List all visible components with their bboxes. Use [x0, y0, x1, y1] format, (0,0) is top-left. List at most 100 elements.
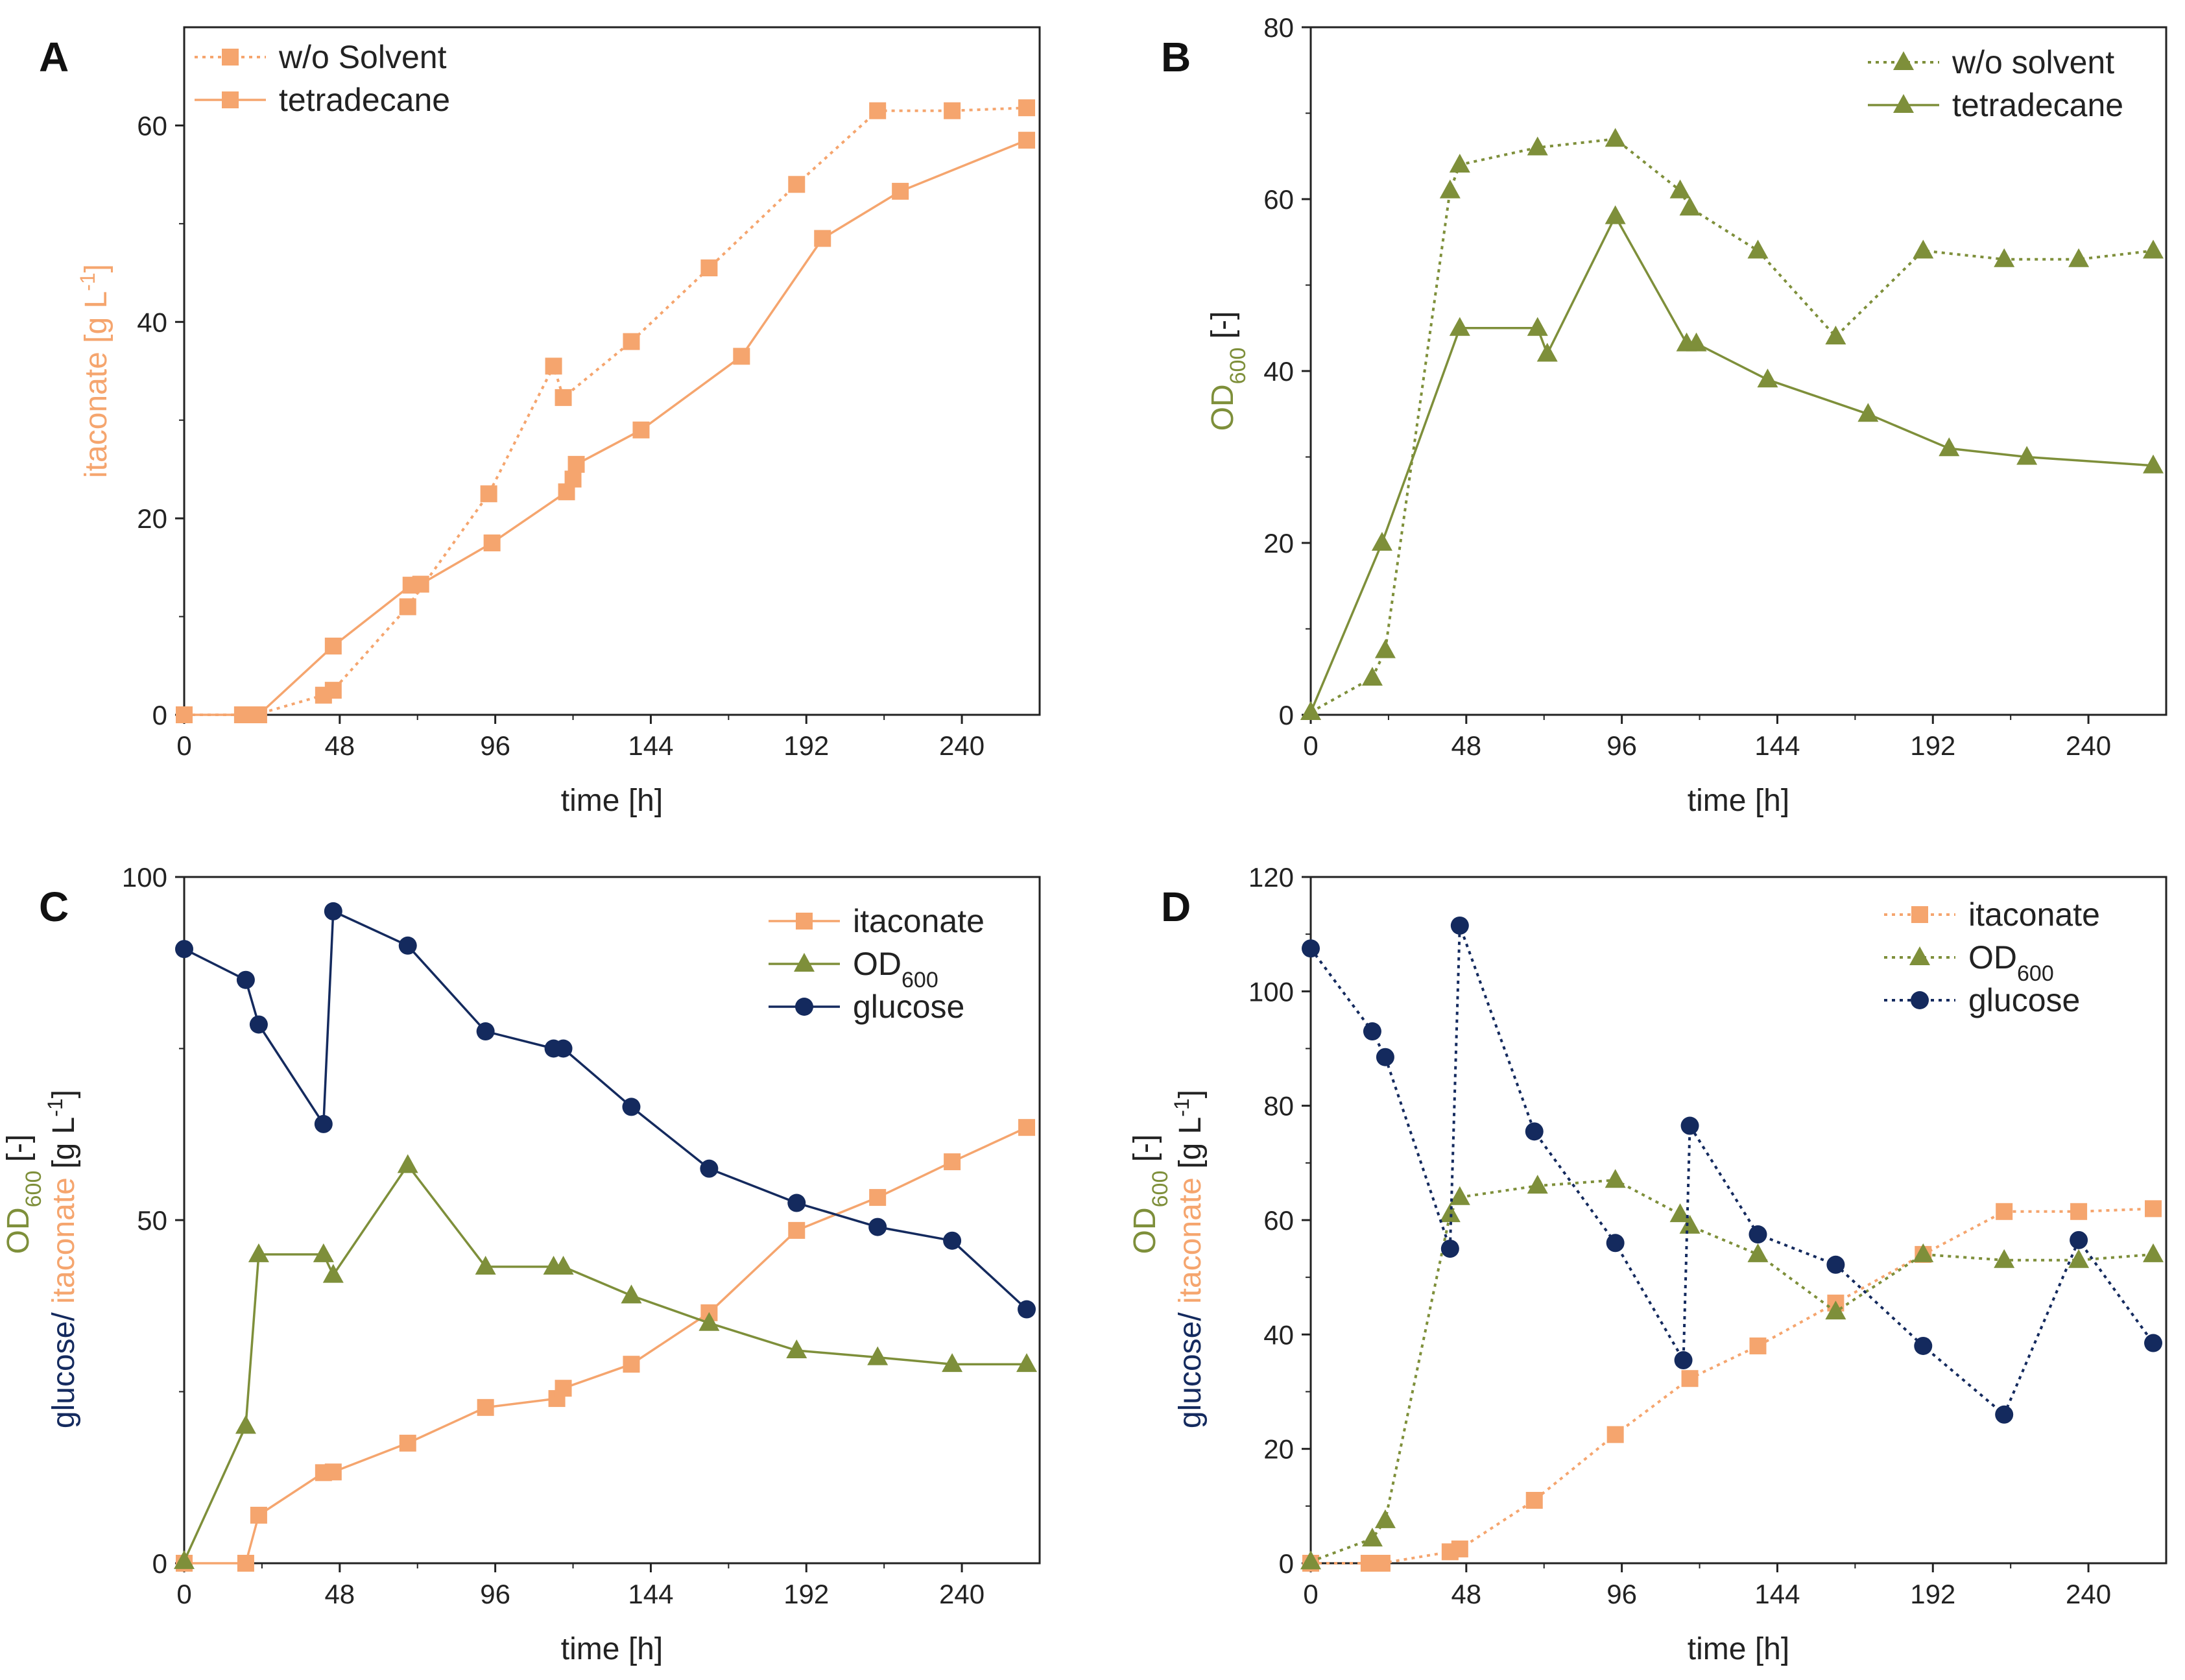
x-tick-label: 192 — [783, 1579, 829, 1609]
y-axis-title-part: glucose/ — [1173, 1304, 1208, 1428]
y-tick-label: 80 — [1263, 1091, 1294, 1122]
data-point — [398, 936, 417, 955]
y-axis-title-2-part: [-] — [1, 1134, 36, 1171]
data-point — [567, 455, 585, 473]
data-point — [483, 534, 501, 551]
data-point — [1749, 1337, 1767, 1354]
legend-label-part: glucose — [1968, 982, 2080, 1018]
data-point — [786, 1339, 807, 1359]
data-point — [814, 230, 831, 247]
data-point — [1527, 1175, 1548, 1194]
data-point — [1371, 532, 1392, 551]
y-axis-title-2-part: 600 — [21, 1171, 46, 1208]
series-od — [174, 1154, 1038, 1569]
x-axis-title: time [h] — [1688, 1632, 1789, 1666]
legend-label-part: itaconate — [853, 903, 985, 939]
legend-label: w/o Solvent — [278, 39, 447, 75]
data-point — [399, 598, 416, 616]
x-tick-label: 96 — [480, 730, 510, 761]
x-tick-label: 240 — [939, 730, 985, 761]
y-axis-title-part: [g L — [47, 1117, 81, 1177]
legend-marker — [794, 953, 815, 972]
y-axis-title-2-part: [-] — [1128, 1134, 1162, 1171]
y-tick-label: 40 — [1263, 1319, 1294, 1350]
series-line — [183, 1164, 1027, 1562]
panel-letter: D — [1161, 883, 1191, 930]
legend-marker — [222, 49, 239, 66]
data-point — [412, 575, 429, 593]
data-point — [1300, 701, 1321, 721]
y-axis-title-part: ] — [79, 264, 113, 272]
data-point — [698, 1312, 720, 1331]
data-point — [700, 1159, 719, 1178]
legend-label-part: w/o solvent — [1952, 44, 2114, 80]
data-point — [322, 1264, 344, 1283]
series-glucose — [175, 902, 1036, 1319]
legend-label-part: 600 — [901, 968, 938, 992]
data-point — [1747, 239, 1769, 259]
data-point — [1449, 317, 1470, 336]
data-point — [2068, 248, 2090, 267]
data-point — [174, 1550, 195, 1569]
legend: w/o Solvent tetradecane — [188, 29, 499, 121]
y-axis-title-part: itaconate — [1173, 1177, 1208, 1304]
panel-letter: A — [39, 34, 69, 80]
data-point — [175, 940, 193, 959]
y-axis-title-part: -1 — [76, 272, 99, 291]
y-tick-label: 20 — [137, 503, 167, 534]
data-point — [1825, 326, 1846, 344]
panel-B: B 0 48 96 144 192 240 0 20 40 60 80 time [h] OD600 [-… — [1161, 12, 2167, 818]
y-axis-title: glucose/ itaconate [g L-1] — [43, 1090, 81, 1428]
series-line — [184, 139, 1027, 716]
series-itaconate — [1302, 1200, 2162, 1572]
data-point — [1018, 99, 1036, 117]
data-point — [1018, 1119, 1036, 1136]
data-point — [1747, 1243, 1769, 1262]
x-tick-label: 144 — [628, 730, 673, 761]
y-tick-label: 100 — [122, 862, 167, 893]
x-tick-label: 192 — [1910, 1579, 1955, 1609]
data-point — [235, 1415, 256, 1434]
series-line — [1310, 1179, 2154, 1563]
x-axis-title: time [h] — [1688, 784, 1789, 818]
x-tick-label: 240 — [2066, 1579, 2111, 1609]
x-tick-label: 48 — [324, 1579, 355, 1609]
legend-marker — [222, 91, 239, 108]
y-axis-title-2-part: OD — [1128, 1207, 1162, 1254]
data-point — [632, 421, 650, 438]
y-tick-label: 0 — [1279, 1548, 1294, 1579]
y-axis-title-part: OD — [1206, 384, 1240, 431]
legend-label-part: OD — [1968, 939, 2017, 976]
data-point — [1449, 154, 1470, 173]
series-line — [1311, 1207, 2154, 1565]
legend: w/o solvent tetradecane — [1861, 34, 2147, 126]
data-point — [2016, 446, 2038, 465]
panel-D: D 0 48 96 144 192 240 0 20 40 60 80 100 120 time [h] gl… — [1128, 862, 2167, 1666]
data-point — [1018, 1300, 1036, 1319]
data-point — [1680, 1116, 1699, 1135]
data-point — [1686, 332, 1707, 352]
x-axis-title: time [h] — [561, 1632, 663, 1666]
data-point — [1669, 179, 1691, 198]
x-tick-label: 0 — [1303, 730, 1318, 761]
data-point — [869, 1189, 887, 1206]
data-point — [944, 1153, 961, 1171]
panel-letter: C — [39, 883, 69, 930]
y-axis-title: OD600 [-] — [1206, 311, 1250, 431]
y-axis-title-part: itaconate — [47, 1177, 81, 1304]
data-point — [1361, 1528, 1383, 1547]
legend-label: tetradecane — [279, 82, 450, 118]
data-point — [1681, 1370, 1699, 1387]
data-point — [250, 706, 267, 723]
legend-label-part: tetradecane — [1952, 87, 2123, 123]
y-tick-label: 80 — [1263, 12, 1294, 43]
legend-marker — [1893, 51, 1914, 70]
data-point — [475, 1255, 496, 1275]
x-tick-label: 144 — [628, 1579, 673, 1609]
data-point — [869, 102, 887, 119]
legend-label: w/o solvent — [1952, 44, 2114, 80]
x-tick-label: 144 — [1754, 730, 1800, 761]
legend-label: itaconate — [1968, 896, 2100, 933]
y-tick-label: 40 — [1263, 356, 1294, 387]
